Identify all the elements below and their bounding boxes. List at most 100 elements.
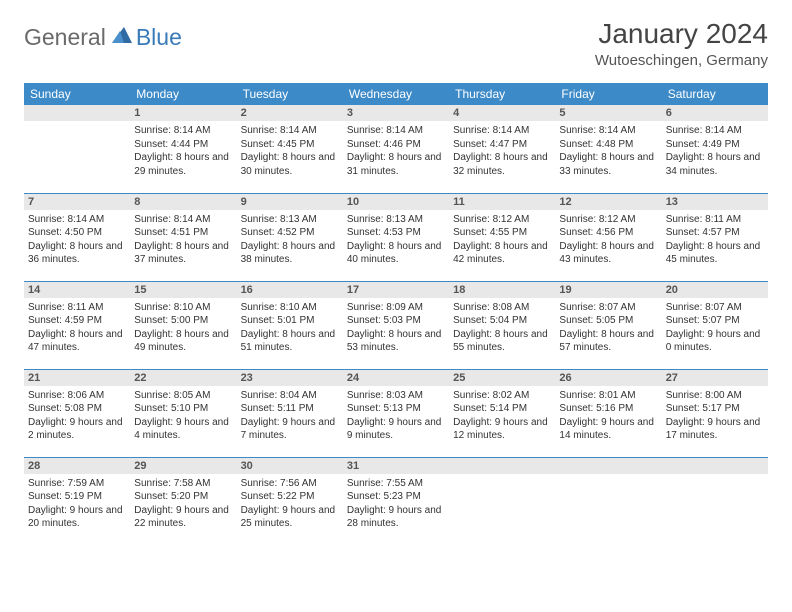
calendar-cell: 31Sunrise: 7:55 AMSunset: 5:23 PMDayligh…: [343, 457, 449, 545]
calendar-cell: 27Sunrise: 8:00 AMSunset: 5:17 PMDayligh…: [662, 369, 768, 457]
calendar-cell: 28Sunrise: 7:59 AMSunset: 5:19 PMDayligh…: [24, 457, 130, 545]
day-number: 15: [130, 282, 236, 298]
calendar-cell: 25Sunrise: 8:02 AMSunset: 5:14 PMDayligh…: [449, 369, 555, 457]
calendar-cell: 18Sunrise: 8:08 AMSunset: 5:04 PMDayligh…: [449, 281, 555, 369]
day-details: Sunrise: 8:13 AMSunset: 4:53 PMDaylight:…: [343, 210, 449, 271]
calendar-cell: 6Sunrise: 8:14 AMSunset: 4:49 PMDaylight…: [662, 105, 768, 193]
calendar-cell: 10Sunrise: 8:13 AMSunset: 4:53 PMDayligh…: [343, 193, 449, 281]
calendar-cell: [662, 457, 768, 545]
calendar-cell: 5Sunrise: 8:14 AMSunset: 4:48 PMDaylight…: [555, 105, 661, 193]
day-number: 31: [343, 458, 449, 474]
day-details: Sunrise: 8:06 AMSunset: 5:08 PMDaylight:…: [24, 386, 130, 447]
day-details: Sunrise: 8:05 AMSunset: 5:10 PMDaylight:…: [130, 386, 236, 447]
day-details: Sunrise: 8:00 AMSunset: 5:17 PMDaylight:…: [662, 386, 768, 447]
calendar-cell: 15Sunrise: 8:10 AMSunset: 5:00 PMDayligh…: [130, 281, 236, 369]
day-number: 19: [555, 282, 661, 298]
day-number: 9: [237, 194, 343, 210]
calendar-cell: 2Sunrise: 8:14 AMSunset: 4:45 PMDaylight…: [237, 105, 343, 193]
day-number: 4: [449, 105, 555, 121]
day-number: 16: [237, 282, 343, 298]
calendar-cell: 20Sunrise: 8:07 AMSunset: 5:07 PMDayligh…: [662, 281, 768, 369]
day-details: Sunrise: 8:11 AMSunset: 4:57 PMDaylight:…: [662, 210, 768, 271]
day-details: Sunrise: 7:58 AMSunset: 5:20 PMDaylight:…: [130, 474, 236, 535]
weekday-header: Monday: [130, 83, 236, 105]
day-number: 23: [237, 370, 343, 386]
day-details: Sunrise: 8:14 AMSunset: 4:50 PMDaylight:…: [24, 210, 130, 271]
day-number: 25: [449, 370, 555, 386]
day-details: Sunrise: 8:10 AMSunset: 5:00 PMDaylight:…: [130, 298, 236, 359]
header: General Blue January 2024 Wutoeschingen,…: [24, 18, 768, 69]
calendar-cell: 13Sunrise: 8:11 AMSunset: 4:57 PMDayligh…: [662, 193, 768, 281]
calendar-cell: 16Sunrise: 8:10 AMSunset: 5:01 PMDayligh…: [237, 281, 343, 369]
day-details: Sunrise: 8:12 AMSunset: 4:56 PMDaylight:…: [555, 210, 661, 271]
day-number: 24: [343, 370, 449, 386]
day-number: 3: [343, 105, 449, 121]
brand-part2: Blue: [136, 24, 182, 51]
month-title: January 2024: [595, 18, 768, 50]
day-number: 29: [130, 458, 236, 474]
calendar-cell: 12Sunrise: 8:12 AMSunset: 4:56 PMDayligh…: [555, 193, 661, 281]
day-details: Sunrise: 8:07 AMSunset: 5:07 PMDaylight:…: [662, 298, 768, 359]
day-number: 28: [24, 458, 130, 474]
day-number: 20: [662, 282, 768, 298]
day-details: Sunrise: 8:01 AMSunset: 5:16 PMDaylight:…: [555, 386, 661, 447]
day-number: 6: [662, 105, 768, 121]
location-label: Wutoeschingen, Germany: [595, 52, 768, 69]
calendar-cell: 14Sunrise: 8:11 AMSunset: 4:59 PMDayligh…: [24, 281, 130, 369]
day-details: Sunrise: 8:03 AMSunset: 5:13 PMDaylight:…: [343, 386, 449, 447]
calendar-cell: 19Sunrise: 8:07 AMSunset: 5:05 PMDayligh…: [555, 281, 661, 369]
day-details: Sunrise: 8:14 AMSunset: 4:49 PMDaylight:…: [662, 121, 768, 182]
weekday-header-row: SundayMondayTuesdayWednesdayThursdayFrid…: [24, 83, 768, 105]
calendar-cell: 7Sunrise: 8:14 AMSunset: 4:50 PMDaylight…: [24, 193, 130, 281]
calendar-cell: 22Sunrise: 8:05 AMSunset: 5:10 PMDayligh…: [130, 369, 236, 457]
day-details: Sunrise: 8:14 AMSunset: 4:47 PMDaylight:…: [449, 121, 555, 182]
day-details: Sunrise: 7:56 AMSunset: 5:22 PMDaylight:…: [237, 474, 343, 535]
day-details: Sunrise: 8:14 AMSunset: 4:48 PMDaylight:…: [555, 121, 661, 182]
day-details: Sunrise: 8:14 AMSunset: 4:45 PMDaylight:…: [237, 121, 343, 182]
day-number: 1: [130, 105, 236, 121]
calendar-cell: 21Sunrise: 8:06 AMSunset: 5:08 PMDayligh…: [24, 369, 130, 457]
day-details: Sunrise: 8:11 AMSunset: 4:59 PMDaylight:…: [24, 298, 130, 359]
title-block: January 2024 Wutoeschingen, Germany: [595, 18, 768, 69]
day-details: Sunrise: 8:13 AMSunset: 4:52 PMDaylight:…: [237, 210, 343, 271]
day-number: 14: [24, 282, 130, 298]
calendar-cell: 3Sunrise: 8:14 AMSunset: 4:46 PMDaylight…: [343, 105, 449, 193]
calendar-table: SundayMondayTuesdayWednesdayThursdayFrid…: [24, 83, 768, 545]
calendar-week-row: 21Sunrise: 8:06 AMSunset: 5:08 PMDayligh…: [24, 369, 768, 457]
day-details: Sunrise: 8:02 AMSunset: 5:14 PMDaylight:…: [449, 386, 555, 447]
brand-sail-icon: [110, 25, 134, 50]
day-number: 2: [237, 105, 343, 121]
calendar-cell: [449, 457, 555, 545]
calendar-cell: 30Sunrise: 7:56 AMSunset: 5:22 PMDayligh…: [237, 457, 343, 545]
day-number: 26: [555, 370, 661, 386]
day-details: Sunrise: 8:08 AMSunset: 5:04 PMDaylight:…: [449, 298, 555, 359]
calendar-cell: 23Sunrise: 8:04 AMSunset: 5:11 PMDayligh…: [237, 369, 343, 457]
brand-part1: General: [24, 24, 106, 51]
day-number: 7: [24, 194, 130, 210]
calendar-cell: 9Sunrise: 8:13 AMSunset: 4:52 PMDaylight…: [237, 193, 343, 281]
calendar-cell: [24, 105, 130, 193]
calendar-cell: 17Sunrise: 8:09 AMSunset: 5:03 PMDayligh…: [343, 281, 449, 369]
calendar-cell: 8Sunrise: 8:14 AMSunset: 4:51 PMDaylight…: [130, 193, 236, 281]
calendar-cell: 11Sunrise: 8:12 AMSunset: 4:55 PMDayligh…: [449, 193, 555, 281]
day-details: Sunrise: 8:12 AMSunset: 4:55 PMDaylight:…: [449, 210, 555, 271]
day-number: 13: [662, 194, 768, 210]
day-number: 5: [555, 105, 661, 121]
day-number: 30: [237, 458, 343, 474]
day-number: 22: [130, 370, 236, 386]
day-details: Sunrise: 8:10 AMSunset: 5:01 PMDaylight:…: [237, 298, 343, 359]
calendar-cell: 4Sunrise: 8:14 AMSunset: 4:47 PMDaylight…: [449, 105, 555, 193]
day-details: Sunrise: 8:04 AMSunset: 5:11 PMDaylight:…: [237, 386, 343, 447]
day-number: 21: [24, 370, 130, 386]
weekday-header: Saturday: [662, 83, 768, 105]
day-details: Sunrise: 8:14 AMSunset: 4:46 PMDaylight:…: [343, 121, 449, 182]
weekday-header: Thursday: [449, 83, 555, 105]
day-number: 8: [130, 194, 236, 210]
day-details: Sunrise: 8:07 AMSunset: 5:05 PMDaylight:…: [555, 298, 661, 359]
day-number-empty: [662, 458, 768, 474]
day-details: Sunrise: 8:09 AMSunset: 5:03 PMDaylight:…: [343, 298, 449, 359]
calendar-week-row: 28Sunrise: 7:59 AMSunset: 5:19 PMDayligh…: [24, 457, 768, 545]
calendar-week-row: 1Sunrise: 8:14 AMSunset: 4:44 PMDaylight…: [24, 105, 768, 193]
calendar-week-row: 14Sunrise: 8:11 AMSunset: 4:59 PMDayligh…: [24, 281, 768, 369]
calendar-cell: 29Sunrise: 7:58 AMSunset: 5:20 PMDayligh…: [130, 457, 236, 545]
